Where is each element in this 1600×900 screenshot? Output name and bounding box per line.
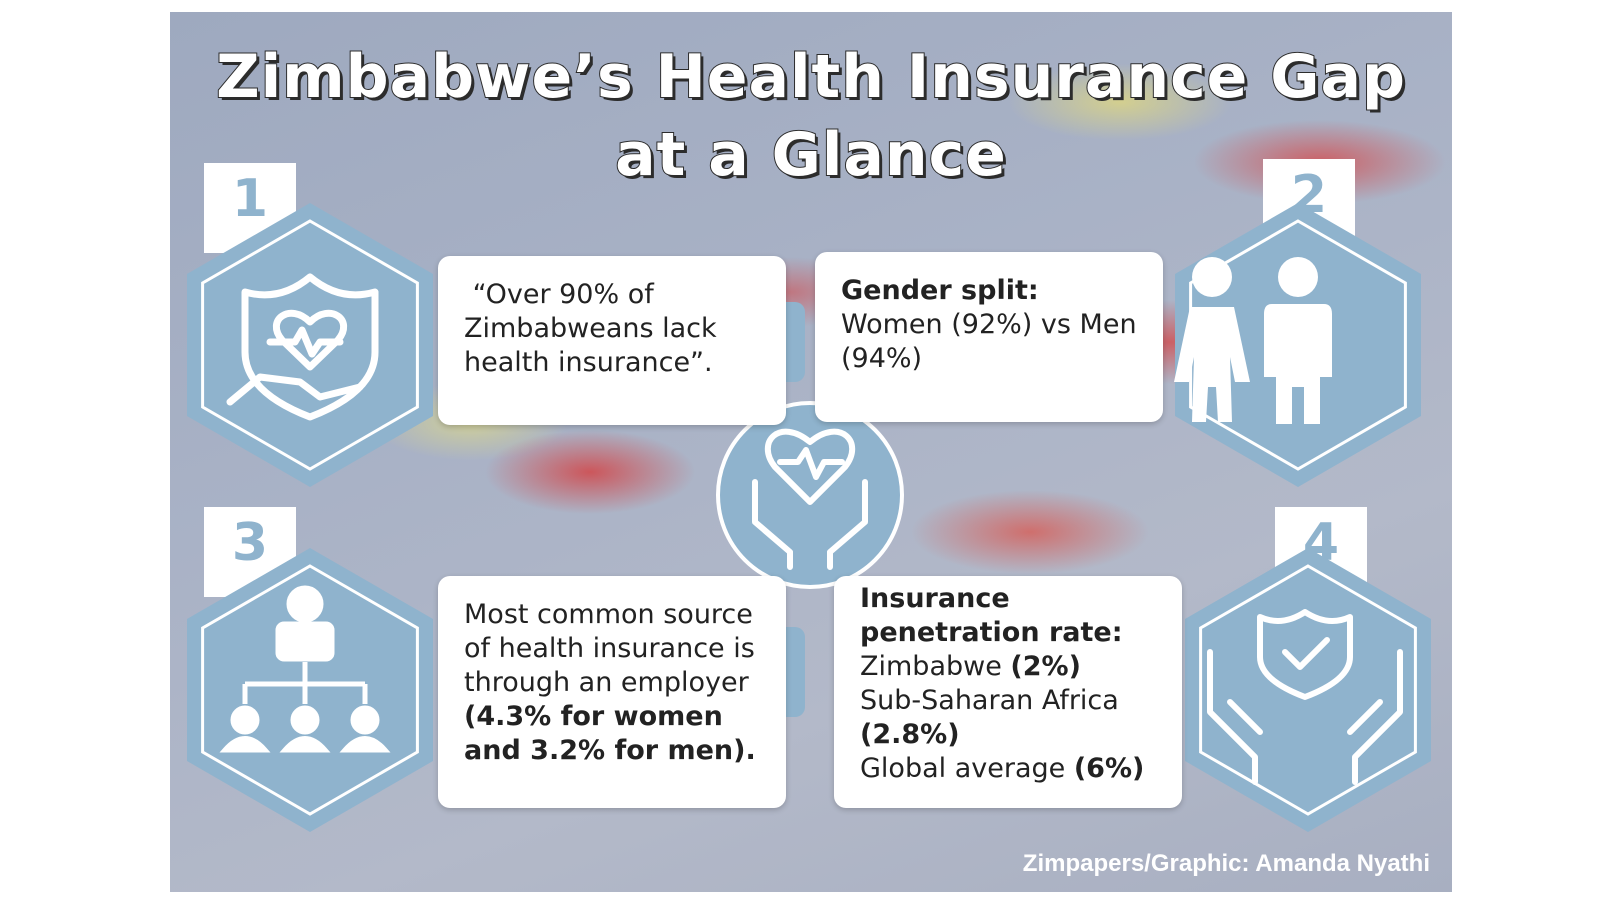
hexagon-outline — [201, 564, 419, 816]
card-line: Zimbabweans lack — [464, 312, 760, 346]
center-icon — [752, 428, 868, 570]
card-line: and 3.2% for men). — [464, 734, 760, 768]
hexagon-outline — [201, 219, 419, 471]
info-card: Insurance penetration rate: Zimbabwe (2%) S… — [834, 576, 1182, 808]
icon-shield — [226, 273, 379, 421]
card-text: Insurance — [860, 583, 1010, 614]
card-line: Women (92%) vs Men — [841, 308, 1137, 342]
card-text: health insurance”. — [464, 347, 713, 378]
infographic: Zimbabwe’s Health Insurance Gap at a Gla… — [170, 12, 1452, 892]
card-text: Zimbabwe — [860, 651, 1011, 682]
decorations — [187, 203, 1431, 832]
title-line: Zimbabwe’s Health Insurance Gap — [215, 41, 1406, 113]
hexagon-outline — [1199, 564, 1417, 816]
card-line: (2.8%) — [860, 718, 1156, 752]
card-text: (2.8%) — [860, 719, 960, 750]
card-line: penetration rate: — [860, 616, 1156, 650]
card-line: Most common source — [464, 598, 760, 632]
icon-org — [219, 585, 391, 753]
card-line: Sub-Saharan Africa — [860, 684, 1156, 718]
card-text: (4.3% for women — [464, 701, 723, 732]
card-line: Gender split: — [841, 274, 1137, 308]
card-text: and 3.2% for men). — [464, 735, 756, 766]
card-text: through an employer — [464, 667, 749, 698]
card-line: (94%) — [841, 342, 1137, 376]
card-text: Women (92%) vs Men — [841, 309, 1137, 340]
card-text: Gender split: — [841, 275, 1039, 306]
title-line: at a Glance — [614, 119, 1007, 191]
hexagon — [1185, 548, 1431, 832]
hexagon-outline — [1189, 219, 1407, 471]
card-line: of health insurance is — [464, 632, 760, 666]
card-text: “Over 90% of — [464, 279, 654, 310]
card-text: (94%) — [841, 343, 923, 374]
info-card: Most common source of health insurance is… — [438, 576, 786, 808]
card-line: through an employer — [464, 666, 760, 700]
center-circle — [716, 401, 904, 589]
icon-protect — [1207, 609, 1403, 785]
card-text: Most common source — [464, 599, 753, 630]
info-card: “Over 90% of Zimbabweans lack health insur… — [438, 256, 786, 425]
card-text: Zimbabweans lack — [464, 313, 717, 344]
card-text: (2%) — [1010, 651, 1081, 682]
card-line: Zimbabwe (2%) — [860, 650, 1156, 684]
card-text: penetration rate: — [860, 617, 1123, 648]
card-text: (6%) — [1073, 753, 1145, 784]
credit: Zimpapers/Graphic: Amanda Nyathi — [1022, 850, 1430, 877]
card-line: (4.3% for women — [464, 700, 760, 734]
card-line: Global average (6%) — [860, 752, 1156, 786]
info-card: Gender split: Women (92%) vs Men (94%) — [815, 252, 1163, 422]
hexagon — [187, 548, 433, 832]
panel-number: 3 — [204, 507, 296, 597]
card-text: Global average — [860, 753, 1074, 784]
card-line: health insurance”. — [464, 346, 760, 380]
card-line: Insurance — [860, 582, 1156, 616]
icon-people — [1174, 257, 1332, 424]
card-line: “Over 90% of — [464, 278, 760, 312]
card-text: of health insurance is — [464, 633, 755, 664]
card-text: Sub-Saharan Africa — [860, 685, 1119, 716]
